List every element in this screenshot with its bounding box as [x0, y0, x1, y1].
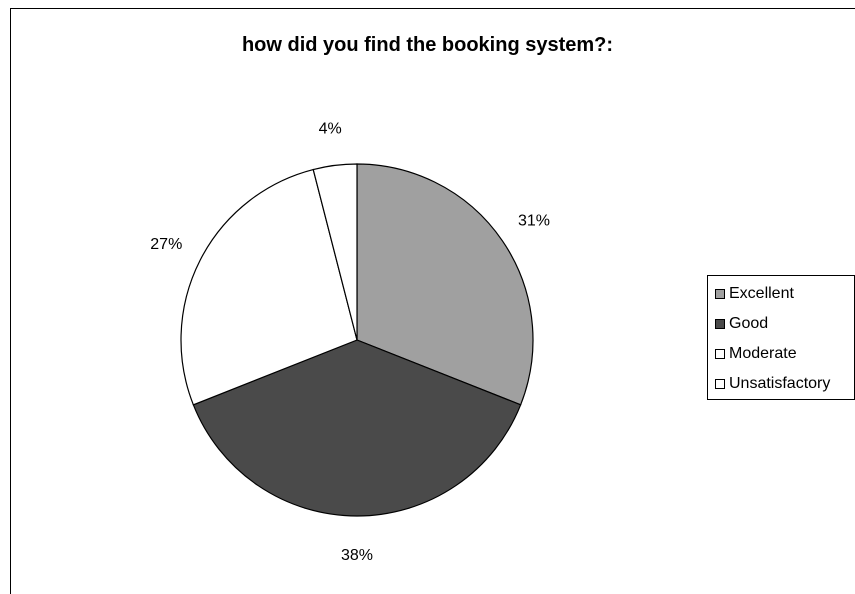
legend-label-good: Good — [729, 315, 769, 332]
pie-slice-moderate — [180, 168, 358, 406]
pie-label-excellent: 31% — [518, 213, 550, 230]
pie-slice-good — [192, 339, 522, 517]
pie-slice-unsatisfactory — [312, 163, 358, 341]
legend-swatch-good — [715, 319, 725, 329]
pie-label-good: 38% — [341, 547, 373, 564]
legend-swatch-excellent — [715, 289, 725, 299]
legend-item-excellent: Excellent — [715, 284, 794, 304]
legend-label-excellent: Excellent — [729, 285, 794, 302]
legend-label-moderate: Moderate — [729, 345, 797, 362]
pie-label-unsatisfactory: 4% — [319, 121, 342, 138]
legend: Excellent Good Moderate Unsatisfactory — [707, 275, 855, 400]
pie-slices — [180, 163, 534, 517]
legend-item-moderate: Moderate — [715, 344, 797, 364]
legend-label-unsatisfactory: Unsatisfactory — [729, 375, 831, 392]
pie-slice-excellent — [356, 163, 534, 406]
pie-label-moderate: 27% — [150, 236, 182, 253]
chart-frame — [10, 8, 855, 594]
legend-swatch-unsatisfactory — [715, 379, 725, 389]
legend-item-good: Good — [715, 314, 768, 334]
pie-labels: 31% 38% 27% 4% — [150, 121, 550, 564]
legend-swatch-moderate — [715, 349, 725, 359]
chart-title: how did you find the booking system?: — [241, 34, 614, 56]
legend-item-unsatisfactory: Unsatisfactory — [715, 374, 830, 394]
